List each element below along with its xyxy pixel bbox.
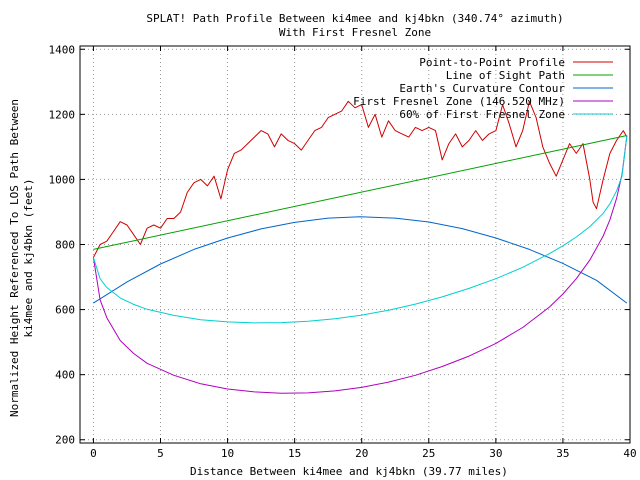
- y-axis-label-line2: ki4mee and kj4bkn (feet): [22, 179, 35, 338]
- x-tick-label: 40: [623, 447, 636, 460]
- y-tick-label: 200: [55, 434, 75, 447]
- y-tick-label: 1400: [49, 43, 76, 56]
- y-axis-label-line1: Normalized Height Referenced To LOS Path…: [8, 99, 21, 417]
- chart-subtitle: With First Fresnel Zone: [279, 26, 431, 39]
- x-tick-label: 0: [90, 447, 97, 460]
- series-line-5: [92, 135, 628, 324]
- legend-label: Point-to-Point Profile: [419, 56, 565, 69]
- series-line-3: [93, 216, 628, 304]
- series-line-4: [92, 135, 628, 394]
- series-line-1: [92, 100, 628, 258]
- y-tick-label: 1000: [49, 173, 76, 186]
- x-tick-label: 30: [489, 447, 502, 460]
- ticks: 0 5 10 15 20 25 30 35 40 200 400 600 800 1000 1200 1400: [49, 43, 637, 460]
- legend-label: First Fresnel Zone (146.520 MHz): [353, 95, 565, 108]
- series-line-2: [93, 135, 628, 250]
- x-tick-label: 25: [422, 447, 435, 460]
- x-tick-label: 10: [221, 447, 234, 460]
- series-layer: [92, 100, 628, 394]
- y-tick-label: 600: [55, 304, 75, 317]
- x-tick-label: 15: [288, 447, 301, 460]
- legend-label: Earth's Curvature Contour: [399, 82, 565, 95]
- legend-label: 60% of First Fresnel Zone: [399, 108, 565, 121]
- chart-title: SPLAT! Path Profile Between ki4mee and k…: [146, 12, 563, 25]
- x-tick-label: 35: [556, 447, 569, 460]
- legend-label: Line of Sight Path: [446, 69, 565, 82]
- y-tick-label: 1200: [49, 108, 76, 121]
- x-tick-label: 5: [157, 447, 164, 460]
- y-tick-label: 400: [55, 369, 75, 382]
- x-axis-label: Distance Between ki4mee and kj4bkn (39.7…: [190, 465, 508, 478]
- x-tick-label: 20: [355, 447, 368, 460]
- y-tick-label: 800: [55, 239, 75, 252]
